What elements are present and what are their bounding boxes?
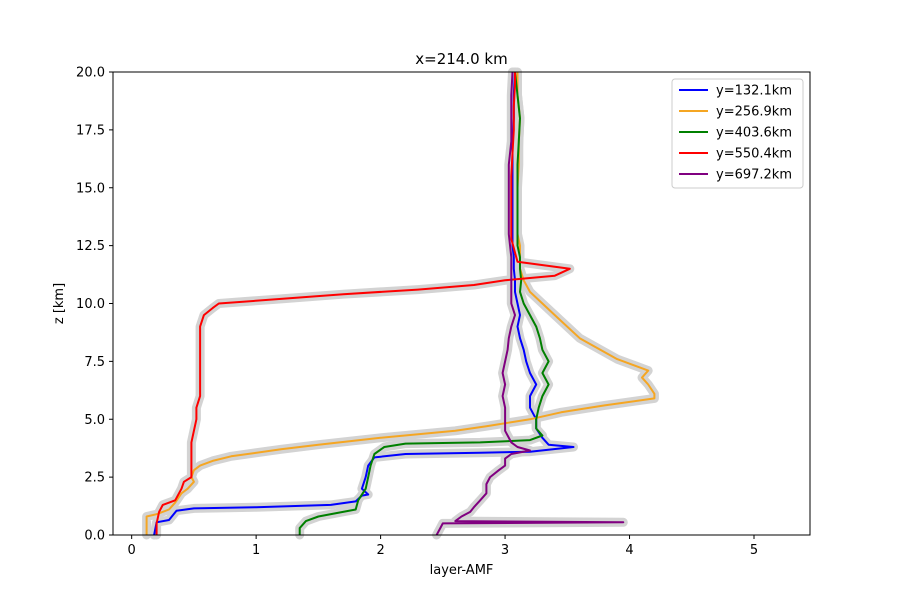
y-tick-label: 5.0 [84, 413, 105, 428]
legend-label-y-697-2km: y=697.2km [716, 168, 792, 183]
y-tick-label: 10.0 [76, 297, 105, 312]
x-tick-label: 2 [376, 543, 384, 558]
legend-label-y-256-9km: y=256.9km [716, 105, 792, 120]
y-tick-label: 12.5 [76, 239, 105, 254]
legend-label-y-132-1km: y=132.1km [716, 84, 792, 99]
x-tick-label: 5 [750, 543, 758, 558]
y-tick-label: 20.0 [76, 66, 105, 81]
y-tick-label: 7.5 [84, 355, 105, 370]
legend-label-y-403-6km: y=403.6km [716, 126, 792, 141]
chart-title: x=214.0 km [415, 50, 507, 68]
y-tick-label: 0.0 [84, 529, 105, 544]
x-axis-ticks: 0 1 2 3 4 5 [128, 535, 758, 558]
x-tick-label: 4 [625, 543, 633, 558]
x-tick-label: 3 [501, 543, 509, 558]
legend-box [671, 78, 804, 189]
y-tick-label: 15.0 [76, 181, 105, 196]
legend-label-y-550-4km: y=550.4km [716, 147, 792, 162]
y-axis-label: z [km] [52, 283, 67, 324]
x-tick-label: 0 [128, 543, 136, 558]
x-tick-label: 1 [252, 543, 260, 558]
y-tick-label: 2.5 [84, 471, 105, 486]
series-line-y-550-4km [155, 72, 571, 535]
series-line-y-697-2km [435, 71, 625, 536]
x-axis-label: layer-AMF [430, 563, 494, 578]
series-line-y-403-6km [298, 71, 550, 535]
legend: y=132.1km y=256.9km y=403.6km y=550.4km y=69… [671, 78, 804, 189]
series-lines [145, 71, 656, 536]
y-axis-ticks: 0.0 2.5 5.0 7.5 10.0 12.5 15.0 17.5 20.0 [76, 66, 113, 544]
y-tick-label: 17.5 [76, 123, 105, 138]
